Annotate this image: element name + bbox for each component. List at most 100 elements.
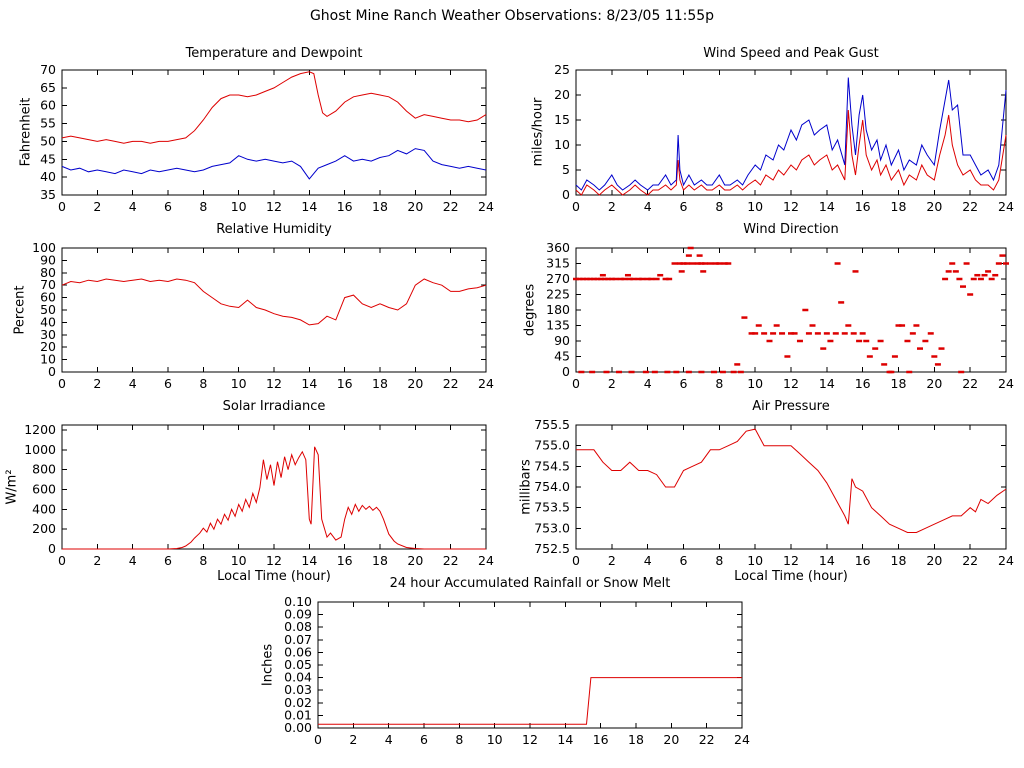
page-title: Ghost Mine Ranch Weather Observations: 8… xyxy=(309,8,715,24)
svg-text:2: 2 xyxy=(93,553,101,568)
chart-title: Wind Speed and Peak Gust xyxy=(703,46,879,61)
svg-text:2: 2 xyxy=(93,199,101,214)
svg-text:25: 25 xyxy=(554,62,570,77)
chart-title: Air Pressure xyxy=(752,399,830,414)
svg-text:755.0: 755.0 xyxy=(534,438,570,453)
svg-text:22: 22 xyxy=(443,553,459,568)
svg-text:18: 18 xyxy=(372,199,388,214)
svg-text:10: 10 xyxy=(487,732,503,747)
svg-text:1000: 1000 xyxy=(24,442,56,457)
x-axis-label: Local Time (hour) xyxy=(734,569,848,584)
svg-text:6: 6 xyxy=(680,199,688,214)
svg-text:0.05: 0.05 xyxy=(284,657,312,672)
svg-text:0: 0 xyxy=(572,376,580,391)
svg-text:4: 4 xyxy=(129,553,137,568)
svg-text:0: 0 xyxy=(48,541,56,556)
svg-text:12: 12 xyxy=(266,376,282,391)
svg-text:80: 80 xyxy=(40,265,56,280)
svg-text:8: 8 xyxy=(199,376,207,391)
chart-title: Relative Humidity xyxy=(216,222,332,237)
svg-text:24: 24 xyxy=(478,553,494,568)
svg-text:8: 8 xyxy=(715,376,723,391)
svg-text:12: 12 xyxy=(266,199,282,214)
svg-text:14: 14 xyxy=(301,199,317,214)
svg-text:10: 10 xyxy=(747,199,763,214)
svg-text:22: 22 xyxy=(443,199,459,214)
svg-text:16: 16 xyxy=(337,199,353,214)
svg-text:8: 8 xyxy=(199,553,207,568)
chart-title: Wind Direction xyxy=(743,222,839,237)
svg-text:18: 18 xyxy=(628,732,644,747)
svg-text:6: 6 xyxy=(420,732,428,747)
svg-text:10: 10 xyxy=(231,553,247,568)
svg-text:10: 10 xyxy=(231,199,247,214)
wind-direction-plot-area: 0 2 4 6 8 10 12 14 16 18 20 22 240459013518022527031… xyxy=(546,240,1014,391)
svg-text:18: 18 xyxy=(372,553,388,568)
svg-text:4: 4 xyxy=(129,199,137,214)
svg-text:10: 10 xyxy=(747,553,763,568)
svg-text:5: 5 xyxy=(562,162,570,177)
svg-text:2: 2 xyxy=(608,553,616,568)
svg-text:754.5: 754.5 xyxy=(534,458,570,473)
chart-air-pressure: Air Pressure millibars 0 2 4 6 8 10 12 14 16 18 20… xyxy=(512,395,1024,591)
svg-text:60: 60 xyxy=(40,98,56,113)
svg-text:12: 12 xyxy=(783,553,799,568)
solar-plot-area: 0 2 4 6 8 10 12 14 16 18 20 22 240200400600800100012… xyxy=(24,422,494,568)
svg-text:90: 90 xyxy=(40,252,56,267)
svg-text:400: 400 xyxy=(32,501,56,516)
svg-text:14: 14 xyxy=(819,199,835,214)
svg-text:0: 0 xyxy=(58,199,66,214)
svg-text:20: 20 xyxy=(40,339,56,354)
svg-text:600: 600 xyxy=(32,481,56,496)
svg-text:4: 4 xyxy=(644,199,652,214)
svg-text:0.08: 0.08 xyxy=(284,619,312,634)
svg-text:12: 12 xyxy=(266,553,282,568)
svg-text:70: 70 xyxy=(40,62,56,77)
pressure-plot-area: 0 2 4 6 8 10 12 14 16 18 20 22 24752.5753.0753.5754.… xyxy=(534,417,1014,568)
svg-text:8: 8 xyxy=(715,553,723,568)
svg-text:0.04: 0.04 xyxy=(284,670,312,685)
chart-title: Temperature and Dewpoint xyxy=(185,46,363,61)
svg-text:0.10: 0.10 xyxy=(284,594,312,609)
svg-text:8: 8 xyxy=(715,199,723,214)
svg-text:100: 100 xyxy=(32,240,56,255)
svg-text:10: 10 xyxy=(40,352,56,367)
svg-text:90: 90 xyxy=(554,333,570,348)
svg-text:24: 24 xyxy=(734,732,750,747)
svg-text:800: 800 xyxy=(32,462,56,477)
svg-text:18: 18 xyxy=(891,199,907,214)
svg-text:4: 4 xyxy=(129,376,137,391)
svg-text:14: 14 xyxy=(301,553,317,568)
chart-accumulated-rainfall: 24 hour Accumulated Rainfall or Snow Mel… xyxy=(256,572,768,766)
svg-text:0: 0 xyxy=(58,376,66,391)
chart-wind-direction: Wind Direction degrees 0 2 4 6 8 10 12 14 16 18 20… xyxy=(512,218,1024,394)
svg-text:45: 45 xyxy=(40,151,56,166)
svg-text:12: 12 xyxy=(522,732,538,747)
svg-text:2: 2 xyxy=(93,376,101,391)
svg-text:10: 10 xyxy=(231,376,247,391)
svg-text:20: 20 xyxy=(926,199,942,214)
svg-text:10: 10 xyxy=(554,137,570,152)
chart-relative-humidity: Relative Humidity Percent 0 2 4 6 8 10 12 14 16 1… xyxy=(0,218,512,394)
svg-text:0.00: 0.00 xyxy=(284,720,312,735)
x-axis-label: Local Time (hour) xyxy=(217,569,331,584)
svg-text:0.01: 0.01 xyxy=(284,707,312,722)
svg-text:20: 20 xyxy=(926,376,942,391)
svg-text:20: 20 xyxy=(407,553,423,568)
svg-text:4: 4 xyxy=(385,732,393,747)
svg-text:135: 135 xyxy=(546,318,570,333)
svg-text:16: 16 xyxy=(337,376,353,391)
svg-text:20: 20 xyxy=(407,199,423,214)
svg-text:753.5: 753.5 xyxy=(534,500,570,515)
svg-text:0: 0 xyxy=(58,553,66,568)
svg-text:10: 10 xyxy=(747,376,763,391)
svg-text:14: 14 xyxy=(819,553,835,568)
svg-text:0.06: 0.06 xyxy=(284,644,312,659)
svg-text:16: 16 xyxy=(593,732,609,747)
svg-text:8: 8 xyxy=(199,199,207,214)
svg-text:6: 6 xyxy=(164,376,172,391)
svg-text:2: 2 xyxy=(608,376,616,391)
